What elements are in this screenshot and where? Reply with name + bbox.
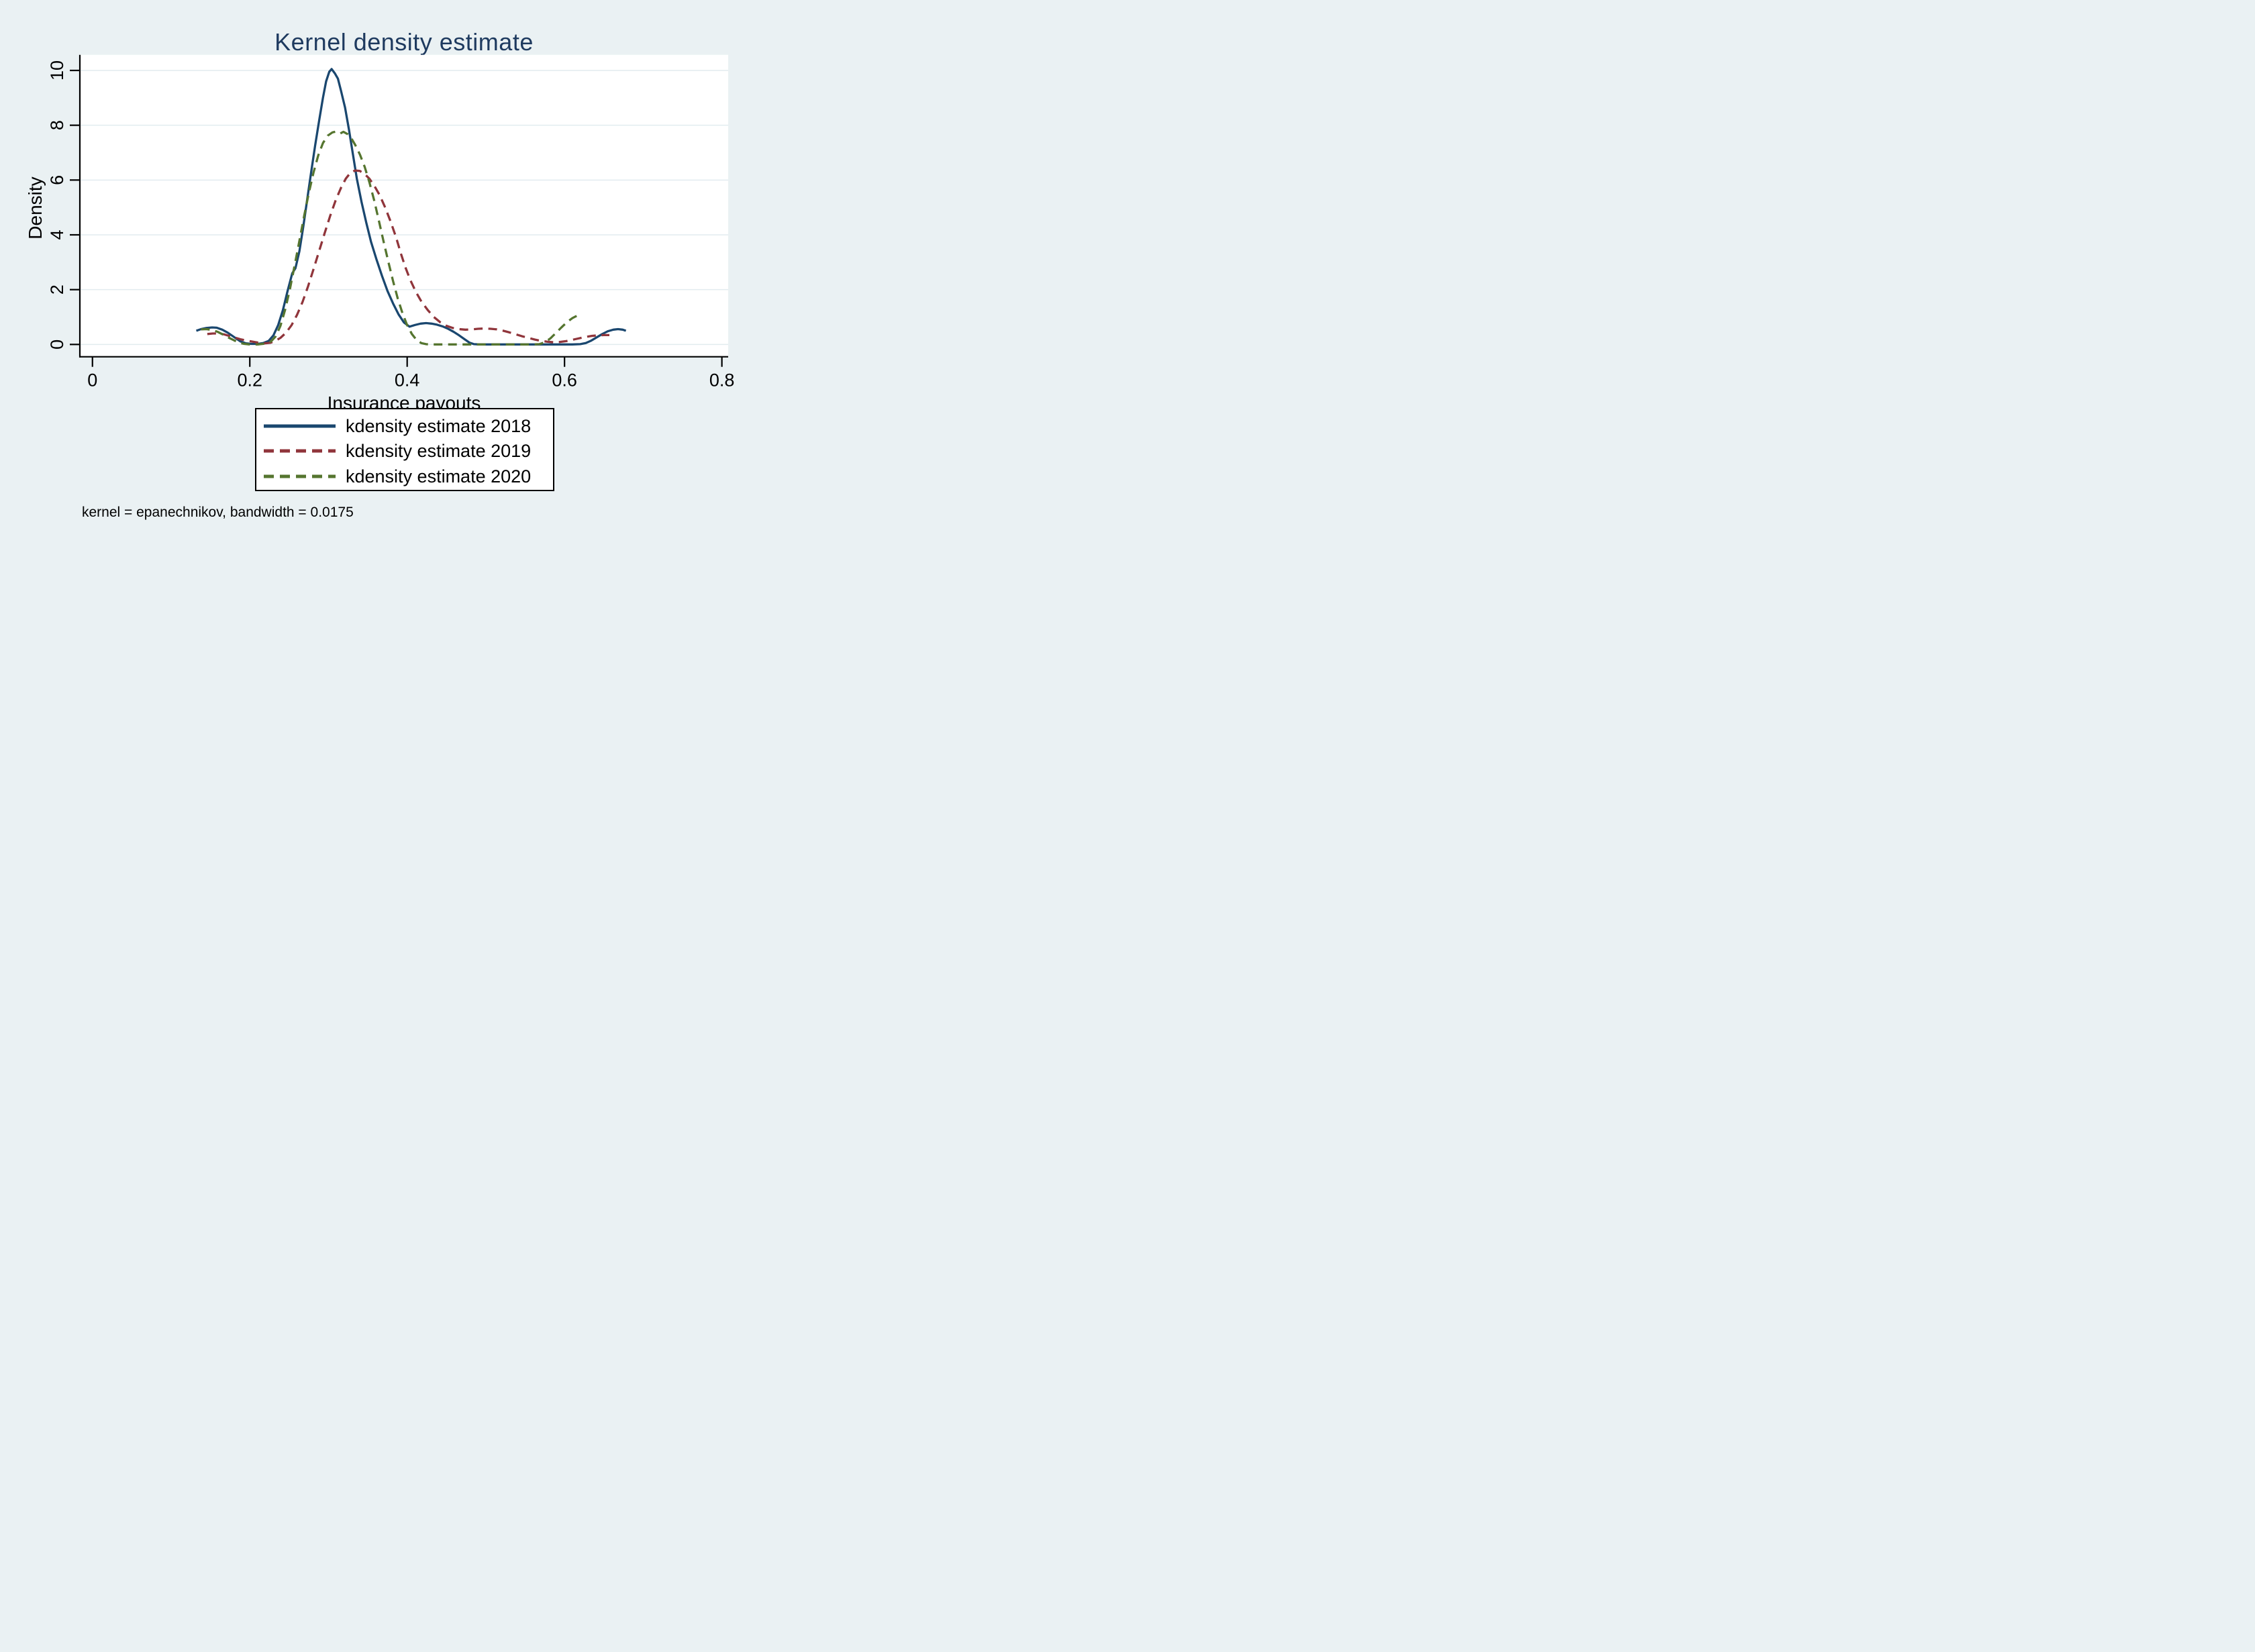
legend-item-2018: kdensity estimate 2018 — [256, 415, 553, 437]
legend-label-2018: kdensity estimate 2018 — [346, 415, 532, 436]
legend-swatch-2019-line — [264, 449, 336, 453]
kernel-bandwidth-note: kernel = epanechnikov, bandwidth = 0.017… — [82, 505, 354, 520]
legend-label-2019: kdensity estimate 2019 — [346, 440, 532, 461]
stata-kdensity-figure: Kernel density estimate 0 0.2 0.4 0.6 0.8 0 2 4… — [0, 0, 752, 551]
x-tick-label-0.2: 0.2 — [237, 370, 262, 391]
y-axis-title: Density — [25, 176, 46, 240]
legend-label-2020: kdensity estimate 2020 — [346, 466, 532, 486]
kdensity-curve-2020 — [201, 130, 583, 346]
legend: kdensity estimate 2018 kdensity estimate… — [255, 408, 554, 491]
y-tick-label-4: 4 — [47, 229, 67, 240]
legend-item-2019: kdensity estimate 2019 — [256, 440, 553, 462]
y-tick-label-6: 6 — [47, 175, 67, 185]
y-tick-label-0: 0 — [47, 340, 67, 350]
chart-title: Kernel density estimate — [274, 28, 534, 56]
legend-swatch-2018-line — [264, 424, 336, 428]
y-tick-label-2: 2 — [47, 285, 67, 295]
y-tick-label-8: 8 — [47, 120, 67, 130]
legend-swatch-2020-line — [264, 474, 336, 478]
x-tick-label-0.6: 0.6 — [552, 370, 577, 391]
plot-area — [80, 54, 728, 357]
kdensity-curve-2019 — [207, 169, 609, 345]
x-tick-label-0: 0 — [87, 370, 97, 391]
x-tick-label-0.8: 0.8 — [709, 370, 735, 391]
legend-item-2020: kdensity estimate 2020 — [256, 465, 553, 488]
kernel-density-plot: 0 0.2 0.4 0.6 0.8 0 2 4 6 8 10 — [47, 54, 735, 391]
y-tick-label-10: 10 — [47, 60, 67, 81]
x-tick-label-0.4: 0.4 — [395, 370, 420, 391]
